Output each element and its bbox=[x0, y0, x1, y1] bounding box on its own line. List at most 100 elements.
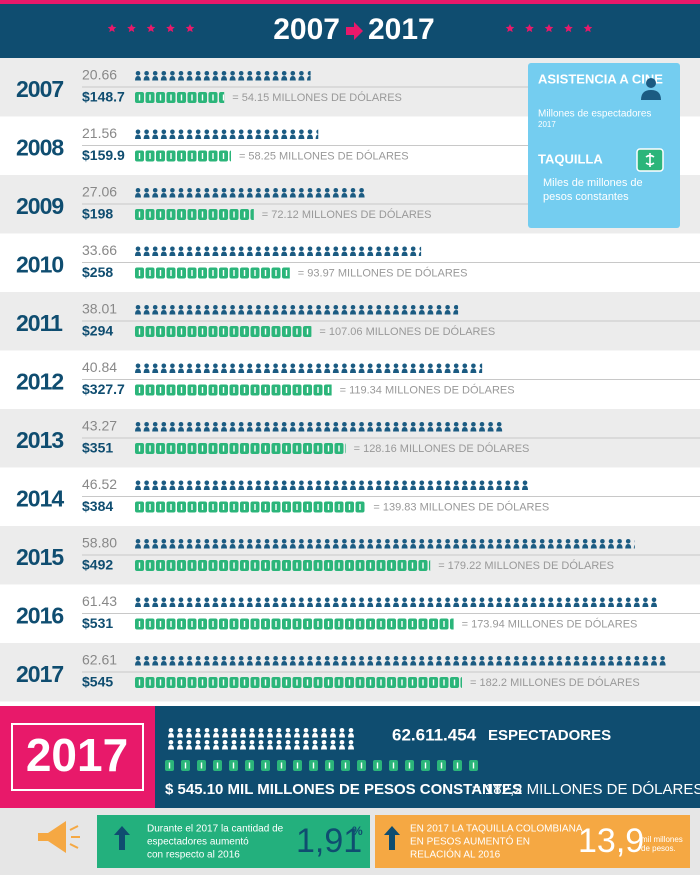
usd-label: = 182.2 MILLONES DE DÓLARES bbox=[470, 676, 640, 689]
person-icon-body bbox=[177, 733, 183, 738]
stat-1-text: con respecto al 2016 bbox=[147, 850, 240, 861]
person-icon-body bbox=[212, 134, 219, 139]
person-icon-body bbox=[169, 661, 176, 666]
person-icon-body bbox=[307, 427, 313, 432]
person-icon-body bbox=[444, 485, 451, 490]
person-icon-body bbox=[289, 310, 296, 315]
person-icon-body bbox=[272, 485, 279, 490]
person-icon-body bbox=[427, 485, 434, 490]
person-icon-head bbox=[281, 129, 287, 135]
person-icon-head bbox=[445, 539, 450, 544]
person-icon-head bbox=[170, 305, 175, 310]
person-icon-head bbox=[256, 129, 261, 135]
person-icon-body bbox=[608, 544, 614, 549]
person-icon-head bbox=[350, 656, 356, 661]
person-icon-head bbox=[350, 422, 356, 427]
person-icon-head bbox=[161, 656, 167, 661]
person-icon-head bbox=[187, 188, 192, 193]
person-icon-body bbox=[152, 251, 159, 256]
summary-year-frame bbox=[11, 723, 144, 791]
person-icon-body bbox=[160, 661, 167, 666]
person-icon-head bbox=[324, 422, 330, 427]
box-office-icons bbox=[135, 443, 346, 454]
person-icon-body bbox=[221, 76, 227, 81]
person-icon-head bbox=[213, 480, 218, 486]
person-icon-head bbox=[321, 740, 327, 745]
person-icon-body bbox=[272, 661, 279, 666]
person-icon-body bbox=[444, 602, 451, 607]
person-icon-head bbox=[591, 539, 597, 544]
person-icon-head bbox=[204, 539, 210, 544]
person-icon-head bbox=[230, 129, 235, 135]
person-icon-head bbox=[402, 539, 407, 544]
attendance-icons bbox=[135, 71, 311, 81]
person-icon-head bbox=[213, 728, 219, 733]
box-office-label: $531 bbox=[82, 615, 113, 631]
person-icon-body bbox=[401, 661, 408, 666]
person-icon-body bbox=[436, 602, 442, 607]
person-icon-head bbox=[273, 188, 278, 193]
person-icon-head bbox=[144, 480, 149, 486]
person-icon-head bbox=[342, 422, 347, 427]
person-icon-head bbox=[187, 246, 192, 252]
person-icon-body bbox=[565, 602, 571, 607]
person-icon-body bbox=[264, 661, 270, 666]
person-icon-head bbox=[488, 597, 493, 603]
person-icon-body bbox=[264, 134, 270, 139]
person-icon-head bbox=[367, 656, 373, 661]
stat-1-arrow bbox=[114, 826, 130, 850]
person-icon-body bbox=[393, 368, 399, 373]
person-icon-body bbox=[565, 544, 571, 549]
person-icon-head bbox=[574, 656, 579, 661]
person-icon-head bbox=[436, 363, 442, 369]
person-icon-body bbox=[160, 134, 167, 139]
person-icon-body bbox=[470, 485, 477, 490]
person-icon-head bbox=[608, 597, 614, 603]
person-icon-body bbox=[625, 602, 632, 607]
person-icon-body bbox=[504, 485, 511, 490]
person-icon-body bbox=[616, 544, 623, 549]
person-icon-head bbox=[247, 71, 253, 76]
person-icon-head bbox=[303, 740, 309, 745]
person-icon-head bbox=[548, 597, 554, 603]
person-icon-body bbox=[470, 661, 477, 666]
person-icon-body bbox=[229, 76, 236, 81]
stat-2-unit: mil millones bbox=[641, 835, 683, 844]
person-icon-body bbox=[461, 427, 468, 432]
person-icon-head bbox=[238, 597, 244, 603]
person-icon-head bbox=[462, 363, 468, 369]
person-icon-head bbox=[213, 129, 218, 135]
person-icon-body bbox=[289, 661, 296, 666]
person-icon-head bbox=[393, 480, 399, 486]
person-icon-head bbox=[428, 305, 433, 310]
person-icon-body bbox=[608, 602, 614, 607]
person-icon-head bbox=[333, 597, 339, 603]
person-icon-head bbox=[376, 480, 382, 486]
person-icon-body bbox=[221, 193, 227, 198]
person-icon-body bbox=[246, 544, 253, 549]
person-icon-body bbox=[393, 485, 399, 490]
box-office-icons bbox=[135, 677, 462, 688]
box-office-icons bbox=[135, 618, 454, 630]
person-icon-head bbox=[264, 71, 270, 76]
person-icon-body bbox=[470, 427, 477, 432]
person-icon-body bbox=[350, 602, 356, 607]
person-icon-body bbox=[246, 602, 253, 607]
person-icon-head bbox=[230, 597, 235, 603]
person-icon-head bbox=[505, 656, 511, 661]
person-icon-body bbox=[590, 544, 597, 549]
person-icon-body bbox=[487, 602, 494, 607]
person-icon-body bbox=[221, 368, 227, 373]
person-icon-head bbox=[152, 71, 158, 76]
person-icon-head bbox=[135, 188, 141, 193]
summary-spectators: 62.611.454 bbox=[392, 725, 477, 744]
header-star bbox=[583, 24, 593, 33]
person-icon-body bbox=[229, 251, 236, 256]
person-icon-body bbox=[281, 76, 288, 81]
person-icon-body bbox=[238, 76, 245, 81]
person-icon-head bbox=[307, 71, 311, 76]
person-icon-body bbox=[178, 193, 184, 198]
title-to: 2017 bbox=[368, 13, 435, 46]
person-icon-body bbox=[367, 310, 374, 315]
person-icon-body bbox=[143, 251, 150, 256]
